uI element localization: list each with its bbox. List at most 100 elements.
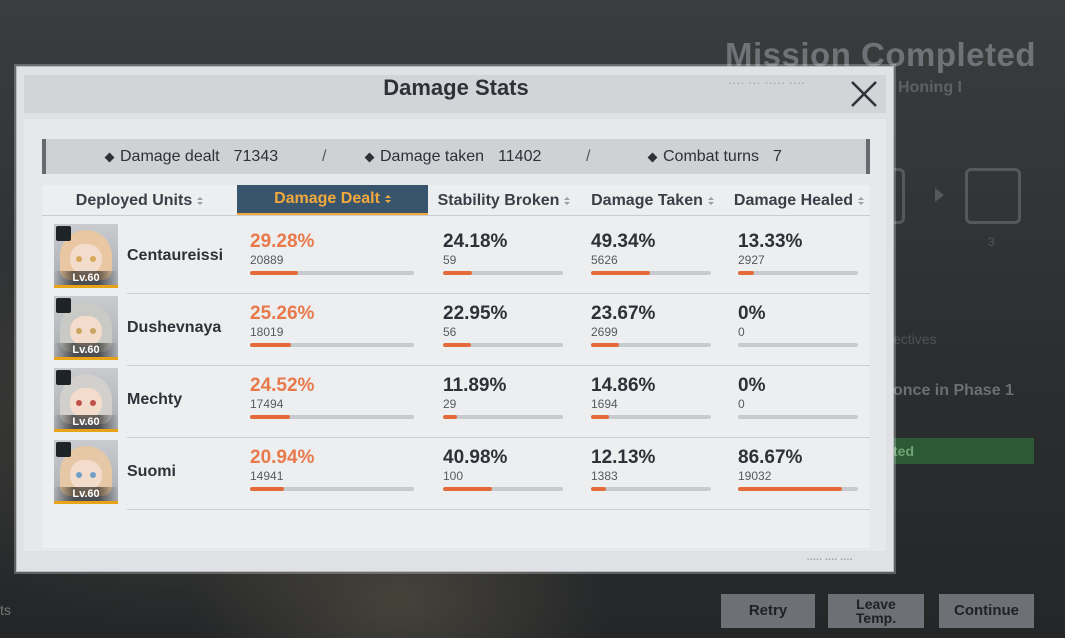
unit-name: Dushevnaya <box>127 319 222 336</box>
sort-arrows-icon <box>707 196 714 205</box>
footer-decoration: ▪▪▪▪▪ ▪▪▪▪ ▪▪▪▪ <box>807 557 853 563</box>
unit-portrait: Lv.60 <box>54 296 118 360</box>
damage-dealt-value: 71343 <box>233 148 279 165</box>
row-divider <box>127 509 870 510</box>
header-divider <box>42 215 870 216</box>
column-header-stability-broken[interactable]: Stability Broken <box>432 185 576 216</box>
damage-taken-pct: 49.34% <box>591 231 656 252</box>
damage-dealt-pct: 25.26% <box>250 303 315 324</box>
column-header-label: Stability Broken <box>437 191 560 209</box>
column-header-damage-taken[interactable]: Damage Taken <box>580 185 725 216</box>
damage-dealt-value: 17494 <box>250 397 284 411</box>
unit-portrait: Lv.60 <box>54 224 118 288</box>
portrait-eye <box>76 256 82 262</box>
damage-taken-value: 1383 <box>591 469 618 483</box>
portrait-eye <box>90 256 96 262</box>
damage-taken-value: 11402 <box>498 148 542 165</box>
stability-broken-cell: 22.95% 56 <box>443 304 563 347</box>
progress-bar <box>250 343 414 347</box>
progress-fill <box>443 343 471 347</box>
table-row[interactable]: Lv.60 Dushevnaya 25.26% 18019 22.95% 56 … <box>42 294 870 366</box>
portrait-face <box>70 388 102 418</box>
progress-bar <box>738 487 858 491</box>
portrait-face <box>70 460 102 490</box>
portrait-eye <box>90 328 96 334</box>
portrait-face <box>70 316 102 346</box>
diamond-icon <box>104 152 115 162</box>
stability-broken-pct: 40.98% <box>443 447 508 468</box>
stability-broken-cell: 40.98% 100 <box>443 448 563 491</box>
progress-fill <box>738 487 842 491</box>
progress-bar <box>591 415 711 419</box>
progress-fill <box>250 415 291 419</box>
unit-portrait: Lv.60 <box>54 368 118 432</box>
sort-arrows-icon <box>197 196 204 205</box>
table-row[interactable]: Lv.60 Mechty 24.52% 17494 11.89% 29 14.8… <box>42 366 870 438</box>
damage-taken-cell: 14.86% 1694 <box>591 376 711 419</box>
mission-subtitle: Honing I <box>898 79 962 96</box>
stability-broken-cell: 11.89% 29 <box>443 376 563 419</box>
progress-fill <box>591 487 606 491</box>
progress-bar <box>250 487 414 491</box>
table-row[interactable]: Lv.60 Suomi 20.94% 14941 40.98% 100 12.1… <box>42 438 870 510</box>
class-badge-icon <box>56 298 71 313</box>
summary-damage-dealt: Damage dealt 71343 <box>104 148 279 166</box>
retry-button[interactable]: Retry <box>721 594 815 628</box>
class-badge-icon <box>56 370 71 385</box>
progress-fill <box>443 271 473 275</box>
damage-dealt-cell: 24.52% 17494 <box>250 376 414 419</box>
stability-broken-cell: 24.18% 59 <box>443 232 563 275</box>
stage-emblem-previous <box>893 168 905 224</box>
unit-name: Centaureissi <box>127 247 224 264</box>
unit-portrait: Lv.60 <box>54 440 118 504</box>
level-badge: Lv.60 <box>54 271 118 285</box>
column-header-damage-dealt[interactable]: Damage Dealt <box>237 185 428 216</box>
damage-taken-label: Damage taken <box>380 148 485 165</box>
leave-temp-button[interactable]: Leave Temp. <box>828 594 924 628</box>
damage-healed-cell: 13.33% 2927 <box>738 232 858 275</box>
progress-fill <box>591 343 620 347</box>
progress-bar <box>591 343 711 347</box>
summary-damage-taken: Damage taken 11402 <box>364 148 542 166</box>
summary-separator: / <box>322 148 327 165</box>
progress-fill <box>738 271 754 275</box>
stability-broken-value: 29 <box>443 397 457 411</box>
damage-taken-cell: 23.67% 2699 <box>591 304 711 347</box>
progress-bar <box>443 271 563 275</box>
progress-fill <box>250 343 292 347</box>
background-left-text: ts <box>0 602 11 618</box>
row-divider <box>127 293 870 294</box>
stability-broken-value: 59 <box>443 253 457 267</box>
damage-taken-cell: 12.13% 1383 <box>591 448 711 491</box>
close-button[interactable] <box>847 79 881 109</box>
damage-healed-cell: 86.67% 19032 <box>738 448 858 491</box>
leave-label: Leave <box>856 596 896 612</box>
damage-healed-cell: 0% 0 <box>738 376 858 419</box>
damage-taken-value: 2699 <box>591 325 618 339</box>
temp-label: Temp. <box>855 610 897 626</box>
column-header-deployed-units[interactable]: Deployed Units <box>42 185 237 216</box>
damage-taken-pct: 23.67% <box>591 303 656 324</box>
continue-button[interactable]: Continue <box>939 594 1034 628</box>
combat-turns-value: 7 <box>773 148 782 165</box>
sort-arrows-icon <box>384 195 391 203</box>
progress-bar <box>250 271 414 275</box>
progress-bar <box>443 343 563 347</box>
damage-healed-value: 2927 <box>738 253 765 267</box>
table-row[interactable]: Lv.60 Centaureissi 29.28% 20889 24.18% 5… <box>42 222 870 294</box>
close-icon <box>851 81 877 107</box>
column-header-damage-healed[interactable]: Damage Healed <box>728 185 870 216</box>
objectives-label: ectives <box>893 331 937 347</box>
column-header-label: Deployed Units <box>75 191 193 209</box>
stability-broken-pct: 24.18% <box>443 231 508 252</box>
level-badge: Lv.60 <box>54 415 118 429</box>
progress-fill <box>443 487 493 491</box>
modal-title: Damage Stats <box>383 75 529 100</box>
column-header-label: Damage Dealt <box>274 190 380 207</box>
damage-healed-value: 0 <box>738 397 745 411</box>
stability-broken-value: 100 <box>443 469 464 483</box>
damage-dealt-value: 18019 <box>250 325 284 339</box>
damage-healed-value: 0 <box>738 325 745 339</box>
progress-bar <box>443 487 563 491</box>
objective-completed-badge: ted <box>893 438 1034 464</box>
